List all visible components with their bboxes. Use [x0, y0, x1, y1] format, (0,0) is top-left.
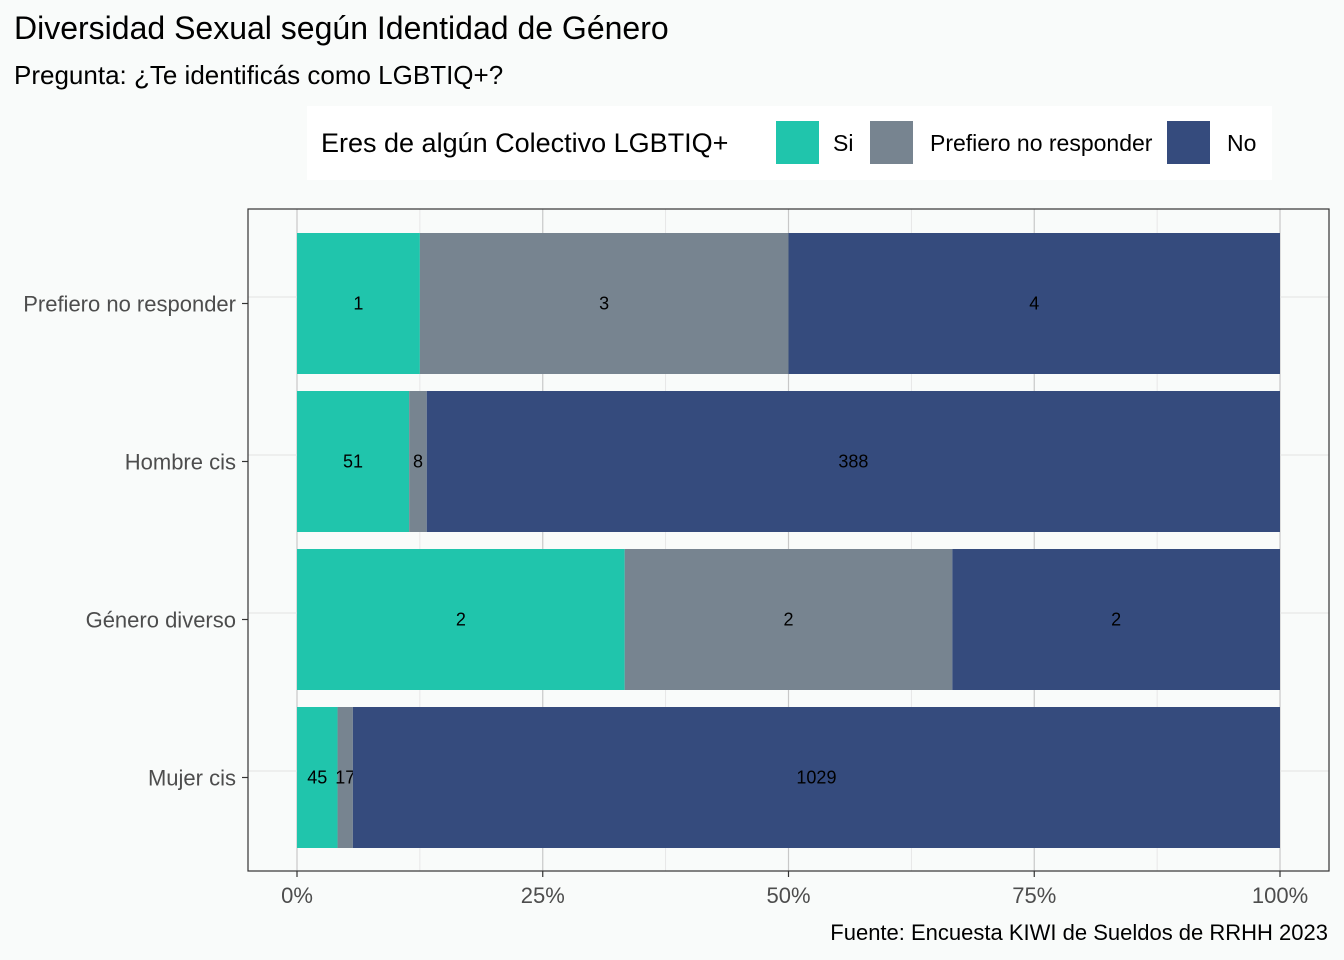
legend-key-prefiero	[870, 121, 913, 164]
data-label: 388	[838, 452, 868, 472]
chart-title: Diversidad Sexual según Identidad de Gén…	[14, 10, 669, 46]
data-label: 45	[307, 768, 327, 788]
legend-label-no: No	[1227, 130, 1257, 156]
y-tick-label: Prefiero no responder	[23, 292, 236, 317]
bar-segment	[297, 707, 338, 848]
bar-segment	[788, 233, 1280, 374]
y-tick-label: Hombre cis	[125, 450, 236, 475]
chart-subtitle: Pregunta: ¿Te identificás como LGBTIQ+?	[14, 60, 504, 90]
bar-segment	[426, 391, 1280, 532]
legend-title: Eres de algún Colectivo LGBTIQ+	[321, 128, 729, 158]
data-label: 1029	[796, 768, 836, 788]
data-label: 8	[413, 452, 423, 472]
x-tick-label: 0%	[281, 883, 313, 908]
legend: Eres de algún Colectivo LGBTIQ+ Si Prefi…	[307, 106, 1272, 180]
data-label: 2	[1111, 610, 1121, 630]
data-label: 2	[456, 610, 466, 630]
data-label: 4	[1029, 294, 1039, 314]
chart-caption: Fuente: Encuesta KIWI de Sueldos de RRHH…	[830, 920, 1328, 945]
data-label: 51	[343, 452, 363, 472]
x-tick-label: 25%	[521, 883, 565, 908]
legend-key-no	[1167, 121, 1210, 164]
legend-label-prefiero: Prefiero no responder	[930, 130, 1153, 156]
x-tick-label: 50%	[766, 883, 810, 908]
bar-segment	[409, 391, 427, 532]
y-tick-label: Mujer cis	[148, 766, 236, 791]
x-tick-label: 75%	[1012, 883, 1056, 908]
data-label: 2	[783, 610, 793, 630]
legend-label-si: Si	[833, 130, 854, 156]
legend-key-si	[776, 121, 819, 164]
bar-segment	[297, 233, 420, 374]
bar-segment	[419, 233, 789, 374]
data-label: 3	[599, 294, 609, 314]
bar-segment	[297, 549, 625, 690]
data-label: 1	[353, 294, 363, 314]
bar-segment	[624, 549, 953, 690]
bar-segment	[952, 549, 1280, 690]
x-tick-label: 100%	[1252, 883, 1308, 908]
bar-segment	[352, 707, 1280, 848]
bar-segment	[297, 391, 410, 532]
bar-segment	[337, 707, 353, 848]
data-label: 17	[335, 768, 355, 788]
y-tick-label: Género diverso	[86, 608, 236, 633]
